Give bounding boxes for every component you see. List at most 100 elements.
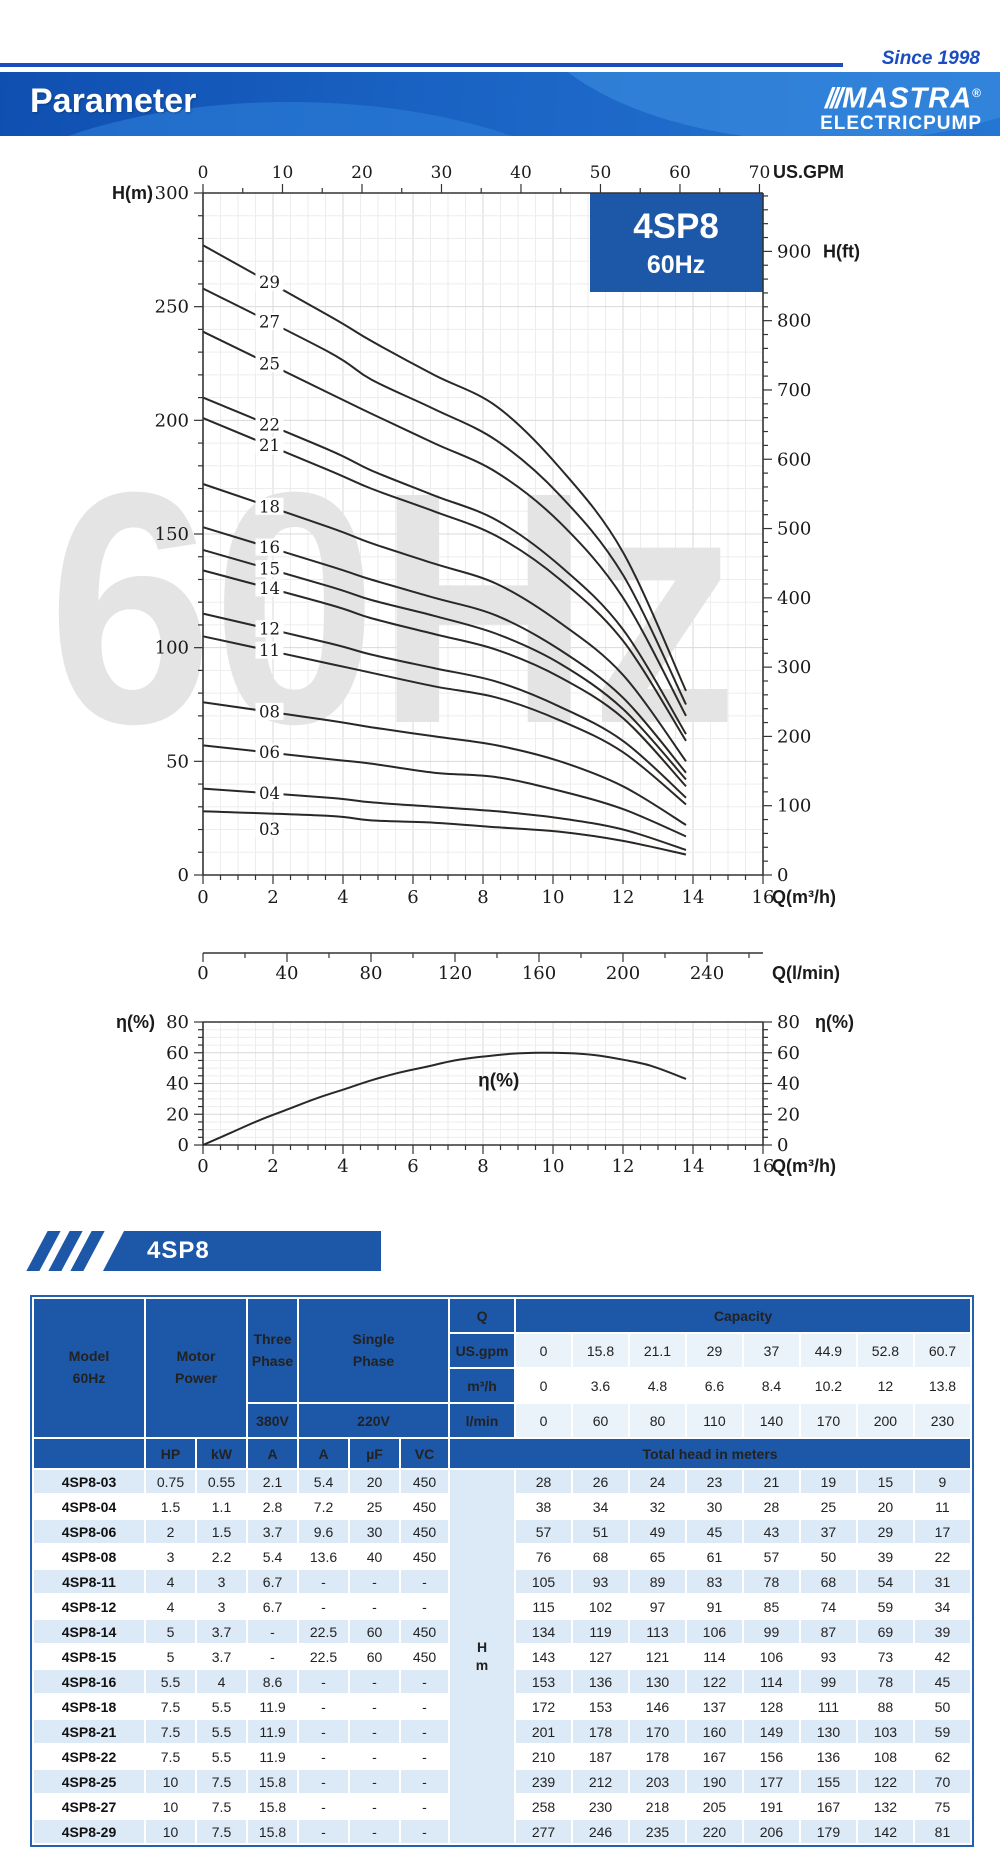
table-row: 4SP8-25 10 7.5 15.8- - -239 212 203 190 177 155 122… [34,1770,970,1793]
head-value-cell: 31 [914,1570,970,1593]
brand-logo: ///MASTRA® ELECTRICPUMP [820,78,982,134]
spec-cell: - [350,1595,400,1618]
table-row: 4SP8-15 5 3.7-22.5 60 450 143 127 121 114 106 93 73… [34,1645,970,1668]
svg-text:η(%): η(%) [478,1071,519,1092]
head-value-cell: 45 [914,1670,970,1693]
svg-text:0: 0 [198,163,209,183]
svg-text:12: 12 [259,620,280,639]
spec-cell: 450 [401,1495,449,1518]
head-value-cell: 68 [573,1545,628,1568]
capacity-value: 60 [573,1404,628,1437]
svg-text:10: 10 [542,1156,565,1177]
svg-text:0: 0 [178,865,189,886]
svg-text:50: 50 [166,751,189,772]
spec-cell: 450 [401,1645,449,1668]
svg-text:0: 0 [178,1135,189,1156]
spec-cell: 1.1 [197,1495,247,1518]
svg-text:4: 4 [337,1156,348,1177]
svg-text:14: 14 [682,887,705,908]
svg-text:25: 25 [259,355,280,374]
spec-table: Model 60Hz Motor Power Three Phase Single Phase… [32,1297,972,1845]
spec-cell: 5 [146,1645,195,1668]
head-value-cell: 136 [800,1745,856,1768]
svg-text:16: 16 [752,887,775,908]
head-curve-18 [202,483,687,762]
unit-header-uf: µF [350,1439,400,1468]
spec-cell: 13.6 [299,1545,349,1568]
head-value-cell: 137 [686,1695,742,1718]
svg-text:12: 12 [612,1156,635,1177]
spec-cell: 0.75 [146,1470,195,1493]
spec-cell: - [248,1620,298,1643]
head-value-cell: 143 [516,1645,571,1668]
svg-text:80: 80 [166,1012,189,1033]
head-value-cell: 39 [857,1545,913,1568]
head-value-cell: 201 [516,1720,571,1743]
svg-text:H(m): H(m) [112,183,153,203]
svg-text:80: 80 [777,1012,800,1033]
svg-text:0: 0 [197,963,208,984]
head-curve-08 [202,701,687,826]
svg-text:6: 6 [407,1156,418,1177]
spec-cell: - [299,1820,349,1843]
model-cell: 4SP8-25 [34,1770,144,1793]
brand-name: MASTRA [842,82,973,115]
head-value-cell: 235 [629,1820,685,1843]
svg-text:200: 200 [155,410,189,431]
spec-cell: 5 [146,1620,195,1643]
svg-text:22: 22 [259,416,280,435]
head-value-cell: 81 [914,1820,970,1843]
model-badge: 4SP8 60Hz [590,193,763,292]
svg-text:30: 30 [431,163,453,183]
head-value-cell: 32 [629,1495,685,1518]
head-value-cell: 21 [743,1470,799,1493]
head-value-cell: 78 [857,1670,913,1693]
head-value-cell: 25 [800,1495,856,1518]
model-cell: 4SP8-16 [34,1670,144,1693]
spec-cell: 40 [350,1545,400,1568]
head-value-cell: 19 [800,1470,856,1493]
col-header-three-phase: Three Phase [248,1299,298,1402]
spec-cell: 10 [146,1795,195,1818]
spec-cell: 60 [350,1645,400,1668]
head-value-cell: 122 [686,1670,742,1693]
head-value-cell: 103 [857,1720,913,1743]
head-value-cell: 132 [857,1795,913,1818]
head-value-cell: 87 [800,1620,856,1643]
unit-header-a-380: A [248,1439,298,1468]
spec-cell: - [401,1745,449,1768]
table-row: 4SP8-04 1.5 1.1 2.8 7.2 25 450 38 34 32 30 28 25 20 11 [34,1495,970,1518]
svg-text:0: 0 [777,865,788,886]
capacity-value: 15.8 [573,1334,628,1367]
svg-text:150: 150 [155,524,189,545]
head-value-cell: 155 [800,1770,856,1793]
spec-cell: 7.5 [197,1820,247,1843]
head-value-cell: 203 [629,1770,685,1793]
model-cell: 4SP8-15 [34,1645,144,1668]
svg-text:06: 06 [259,743,280,762]
svg-text:8: 8 [477,1156,488,1177]
capacity-value: 29 [686,1334,742,1367]
svg-text:29: 29 [259,273,280,292]
capacity-value: 60.7 [914,1334,970,1367]
model-cell: 4SP8-22 [34,1745,144,1768]
spec-cell: - [299,1595,349,1618]
spec-cell: 11.9 [248,1720,298,1743]
capacity-value: 230 [914,1404,970,1437]
head-value-cell: 74 [800,1595,856,1618]
spec-cell: - [401,1570,449,1593]
head-value-cell: 136 [573,1670,628,1693]
model-cell: 4SP8-06 [34,1520,144,1543]
head-value-cell: 57 [743,1545,799,1568]
spec-cell: 7.5 [197,1770,247,1793]
svg-text:4: 4 [337,887,348,908]
head-curve-06 [202,744,687,838]
ribbon-label: 4SP8 [147,1237,210,1264]
svg-text:08: 08 [259,702,280,721]
head-value-cell: 17 [914,1520,970,1543]
head-value-cell: 218 [629,1795,685,1818]
svg-text:2: 2 [267,887,278,908]
svg-text:600: 600 [777,449,811,470]
